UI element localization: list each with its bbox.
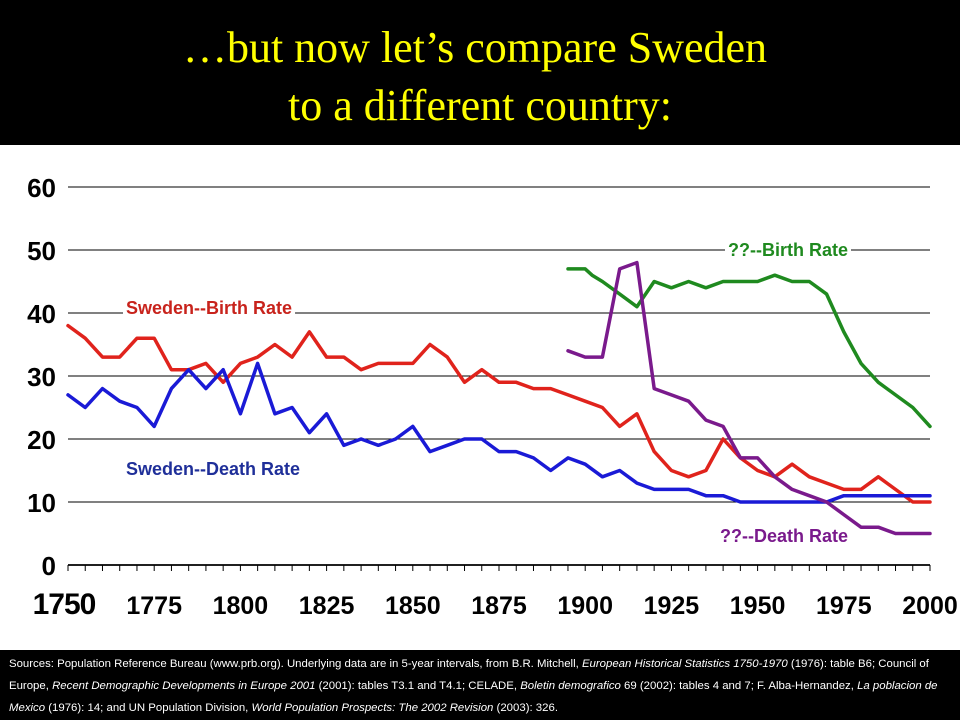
title-bar: …but now let’s compare Sweden to a diffe… (0, 0, 960, 145)
label-sweden-birth-rate: Sweden--Birth Rate (126, 298, 292, 318)
x-tick-label-1800: 1800 (213, 592, 269, 620)
y-tick-label-0: 0 (42, 551, 56, 581)
x-tick-label-1775: 1775 (126, 592, 182, 620)
slide-title-line-1: …but now let’s compare Sweden (182, 23, 768, 72)
x-tick-label-1975: 1975 (816, 592, 872, 620)
series-line-0 (66, 323, 932, 504)
label-sweden-birth-rate-background (123, 297, 296, 319)
x-tick-label-1950: 1950 (730, 592, 786, 620)
y-tick-label-30: 30 (27, 362, 56, 392)
source-title-celade: Boletin demografico (520, 680, 621, 692)
x-tick-label-1825: 1825 (299, 592, 355, 620)
slide-title-line-2: to a different country: (287, 81, 673, 130)
y-tick-label-40: 40 (27, 299, 56, 329)
sources-text: (1976): 14; and UN Population Division, (45, 702, 252, 714)
x-tick-label-1925: 1925 (644, 592, 700, 620)
label-sweden-death-rate: Sweden--Death Rate (126, 459, 300, 479)
sources-text: 69 (2002): tables 4 and 7; F. Alba-Herna… (620, 680, 858, 692)
sources-text: Sources: Population Reference Bureau (ww… (9, 658, 582, 670)
birth-death-rate-chart: 0 10 20 30 40 50 60 1750 1775 1800 1825 1850 1875 190… (27, 173, 958, 621)
y-tick-label-20: 20 (27, 425, 56, 455)
series-line-3 (566, 260, 932, 536)
series-line-2 (566, 267, 932, 429)
source-title-mitchell: European Historical Statistics 1750-1970 (581, 658, 788, 670)
x-tick-label-1900: 1900 (557, 592, 613, 620)
chart-area: 0 10 20 30 40 50 60 1750 1775 1800 1825 1850 1875 190… (0, 145, 960, 650)
x-tick-label-1750: 1750 (33, 588, 96, 621)
x-tick-label-1875: 1875 (471, 592, 527, 620)
y-tick-label-10: 10 (27, 488, 56, 518)
sources-text: (2003): 326. (493, 702, 558, 714)
label-other-death-rate-background (716, 525, 851, 547)
x-tick-label-2000: 2000 (902, 592, 958, 620)
source-title-alba-hernandez: La poblacion de Mexico (9, 680, 938, 714)
series-line-1 (66, 361, 932, 504)
sources-footnote: Sources: Population Reference Bureau (ww… (0, 650, 960, 720)
label-other-death-rate: ??--Death Rate (720, 526, 848, 546)
sources-text: (1976): table B6; Council of Europe, (9, 658, 929, 692)
source-title-un-population: World Population Prospects: The 2002 Rev… (251, 702, 494, 714)
sources-text: (2001): tables T3.1 and T4.1; CELADE, (315, 680, 521, 692)
y-tick-label-50: 50 (27, 236, 56, 266)
label-other-birth-rate: ??--Birth Rate (728, 240, 848, 260)
source-title-council-of-europe: Recent Demographic Developments in Europ… (52, 680, 316, 692)
y-tick-label-60: 60 (27, 173, 56, 203)
x-tick-label-1850: 1850 (385, 592, 441, 620)
label-other-birth-rate-background (725, 239, 851, 261)
